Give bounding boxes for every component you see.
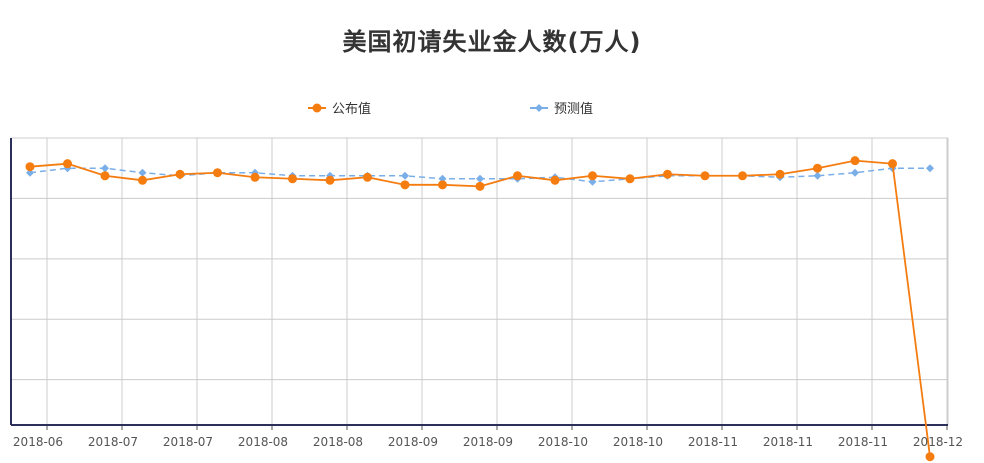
data-point — [625, 174, 635, 184]
data-point — [363, 172, 372, 182]
chart-title: 美国初请失业金人数(万人) — [342, 28, 642, 56]
data-point — [401, 171, 409, 180]
series-layer — [25, 156, 935, 462]
data-point — [101, 164, 109, 173]
data-point — [138, 175, 147, 185]
series-line — [29, 159, 931, 457]
data-point — [700, 171, 710, 181]
x-tick-label: 2018-09 — [388, 435, 438, 449]
data-point — [775, 169, 785, 179]
data-point — [663, 169, 672, 179]
data-point — [325, 175, 335, 185]
data-point — [26, 168, 34, 177]
legend-label: 预测值 — [554, 101, 593, 117]
data-point — [888, 159, 897, 169]
x-tick-label: 2018-08 — [238, 435, 288, 449]
grid — [11, 137, 949, 425]
x-tick-labels: 2018-06 2018-07 2018-07 2018-08 2018-08 2018-… — [13, 435, 963, 449]
x-tick-label: 2018-11 — [763, 435, 813, 449]
data-point — [476, 174, 484, 183]
data-point — [588, 177, 597, 186]
x-tick-label: 2018-09 — [463, 435, 513, 449]
x-tick-label: 2018-11 — [688, 435, 738, 449]
x-tick-label: 2018-11 — [838, 435, 888, 449]
data-point — [25, 162, 35, 172]
data-point — [588, 171, 597, 181]
data-point — [851, 168, 859, 177]
x-tick-label: 2018-10 — [613, 435, 663, 449]
data-point — [813, 163, 822, 173]
legend-item[interactable]: 公布值 — [308, 101, 371, 117]
data-point — [926, 164, 934, 173]
x-tick-label: 2018-12 — [913, 435, 963, 449]
data-point — [438, 174, 447, 183]
data-point — [63, 159, 72, 169]
data-point — [550, 175, 560, 185]
data-point — [250, 172, 260, 182]
x-tick-label: 2018-07 — [88, 435, 138, 449]
data-point — [738, 171, 747, 181]
legend-marker — [312, 103, 322, 113]
legend-marker — [535, 104, 543, 112]
x-tick-label: 2018-06 — [13, 435, 63, 449]
series-actual — [25, 156, 935, 462]
legend-item[interactable]: 预测值 — [530, 101, 593, 117]
data-point — [213, 168, 222, 178]
legend-label: 公布值 — [332, 101, 371, 117]
data-point — [175, 169, 185, 179]
axes — [10, 138, 948, 430]
data-point — [100, 171, 110, 181]
data-point — [475, 181, 485, 191]
data-point — [925, 452, 935, 462]
data-point — [813, 171, 822, 180]
data-point — [288, 174, 297, 184]
data-point — [438, 180, 447, 190]
data-point — [138, 168, 147, 177]
legend: 公布值 预测值 — [308, 101, 593, 117]
x-tick-label: 2018-07 — [163, 435, 213, 449]
x-tick-label: 2018-08 — [313, 435, 363, 449]
data-point — [513, 171, 522, 181]
data-point — [850, 156, 860, 166]
data-point — [400, 180, 410, 190]
x-tick-label: 2018-10 — [538, 435, 588, 449]
